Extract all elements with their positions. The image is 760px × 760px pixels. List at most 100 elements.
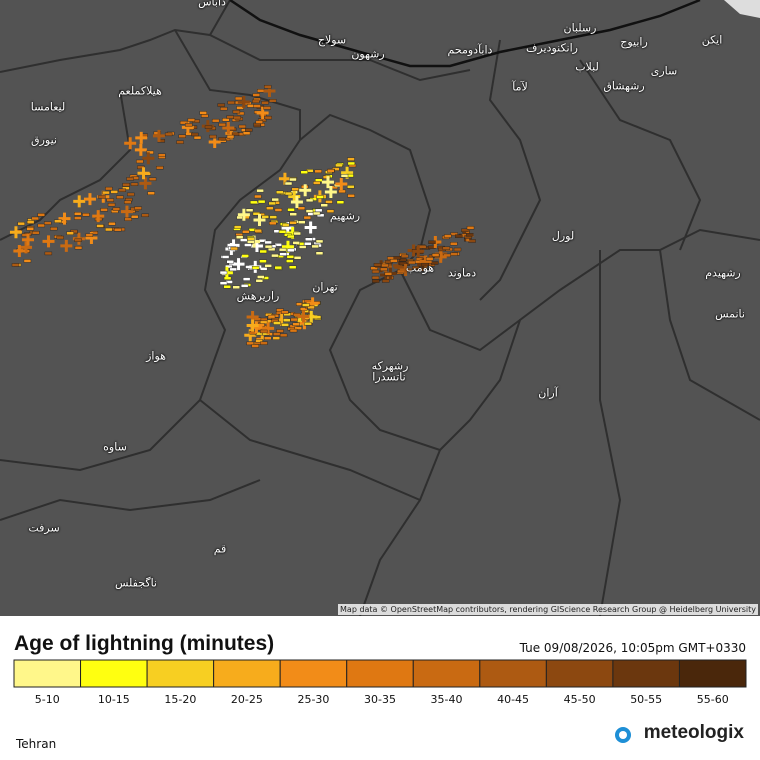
strike [287, 234, 295, 239]
strike [130, 215, 139, 219]
strike [455, 234, 463, 238]
strike [271, 197, 280, 202]
strike [274, 208, 283, 212]
strike-plus [222, 122, 235, 135]
strike [465, 233, 474, 237]
strike [251, 266, 260, 270]
strike [176, 140, 184, 144]
strike [261, 215, 269, 219]
strike [199, 111, 207, 115]
strike [219, 270, 228, 275]
strike [233, 115, 241, 120]
strike [179, 120, 188, 125]
strike [191, 132, 199, 137]
strike [264, 244, 273, 249]
place-label: ناتسدرا [372, 370, 406, 384]
strike [230, 246, 238, 251]
strike [26, 220, 35, 224]
strike-plus [152, 129, 165, 142]
strike [271, 253, 279, 258]
strike [98, 195, 106, 199]
strike [300, 170, 309, 174]
strike [293, 231, 301, 236]
strike-plus [120, 205, 133, 218]
strike-plus [139, 177, 152, 190]
strike [31, 216, 39, 221]
attribution: Map data © OpenStreetMap contributors, r… [338, 604, 758, 615]
strike-plus [83, 193, 96, 206]
strike [252, 99, 260, 104]
legend-label: 20-25 [231, 693, 263, 705]
strike [232, 285, 240, 289]
strike [218, 137, 226, 141]
map [0, 0, 760, 616]
strike-plus [246, 319, 259, 332]
strike [407, 260, 416, 265]
strike [264, 264, 272, 268]
strike [302, 303, 310, 307]
strike [255, 339, 263, 343]
strike [235, 235, 244, 239]
strike [23, 259, 32, 263]
strike [222, 118, 230, 122]
strike [289, 328, 298, 333]
legend-title: Age of lightning (minutes) [14, 632, 275, 655]
strike [442, 246, 451, 250]
legend-swatch [346, 659, 414, 688]
strike [223, 285, 231, 289]
strike [281, 310, 289, 314]
strike [74, 238, 82, 242]
strike [287, 208, 295, 212]
place-label: هیلاکملعم [118, 84, 162, 98]
strike [431, 253, 440, 257]
strike [56, 235, 64, 240]
legend-label: 5-10 [35, 693, 60, 705]
strike [240, 284, 249, 288]
strike [315, 239, 324, 244]
strike [336, 200, 345, 204]
strike [134, 206, 142, 210]
strike [347, 157, 355, 161]
strike [219, 281, 228, 285]
place-label: لیعامسا [30, 100, 66, 114]
strike [303, 215, 312, 220]
legend-label: 55-60 [697, 693, 729, 705]
place-label: تهران [312, 280, 338, 294]
strike [284, 191, 293, 196]
strike [241, 254, 249, 258]
strike [283, 318, 291, 322]
place-label: هواز [146, 349, 166, 363]
strike [242, 131, 251, 135]
strike [468, 239, 476, 243]
strike [266, 206, 274, 210]
strike-plus [142, 152, 155, 165]
strike [416, 267, 425, 272]
strike [264, 240, 272, 245]
strike-plus [262, 322, 275, 335]
place-label: لآمآ [512, 80, 528, 94]
strike [292, 322, 300, 326]
place-label: ایکن [701, 33, 723, 47]
legend-swatch [612, 659, 680, 688]
strike [290, 317, 298, 322]
strike [279, 333, 288, 338]
strike [393, 256, 401, 260]
strike [293, 313, 301, 317]
strike [257, 199, 266, 204]
strike [292, 241, 300, 245]
strike [370, 266, 378, 270]
strike [37, 223, 45, 228]
legend-label: 35-40 [431, 693, 463, 705]
legend-label: 25-30 [297, 693, 329, 705]
strike [293, 256, 302, 260]
place-label: سولاج [317, 33, 347, 47]
strike-plus [237, 96, 250, 109]
strike [26, 227, 34, 231]
strike [274, 265, 282, 270]
strike [326, 209, 335, 213]
place-label: راریرهش [236, 289, 280, 303]
strike [44, 251, 53, 256]
place-label: نیورق [31, 133, 57, 147]
strike [287, 248, 295, 253]
